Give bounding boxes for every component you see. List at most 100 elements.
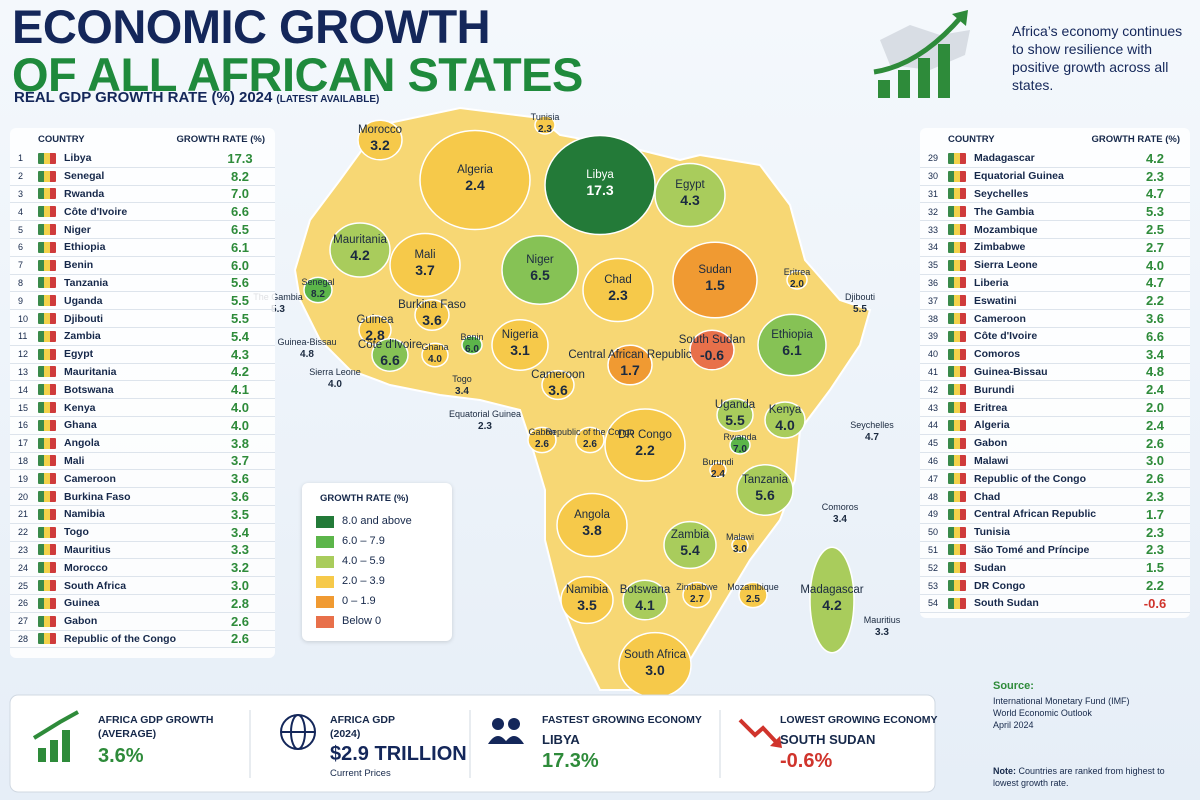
country-region <box>729 435 751 455</box>
country-region <box>556 492 628 558</box>
table-row: 6 Ethiopia 6.1 <box>10 239 275 257</box>
kpi: AFRICA GDP GROWTH (AVERAGE) 3.6% <box>98 695 298 790</box>
country: Botswana <box>64 383 114 396</box>
region-value: 2.6 <box>535 439 549 450</box>
country: Republic of the Congo <box>974 472 1086 485</box>
table-row: 40 Comoros 3.4 <box>920 346 1190 364</box>
legend-swatch <box>316 616 334 628</box>
table-row: 30 Equatorial Guinea 2.3 <box>920 168 1190 186</box>
title: OF ALL AFRICAN STATES <box>12 48 583 101</box>
legend-swatch <box>316 556 334 568</box>
table-row: 21 Namibia 3.5 <box>10 506 275 524</box>
kpi-label: FASTEST GROWING ECONOMY <box>542 714 702 726</box>
flag <box>948 152 966 164</box>
region-value: 4.0 <box>428 354 442 365</box>
region-value: 3.6 <box>548 382 568 398</box>
growth-rate: 2.5 <box>1145 222 1165 238</box>
growth-rate: 3.0 <box>1145 453 1165 469</box>
rank: 18 <box>18 455 29 466</box>
growth-rate: 3.4 <box>230 524 250 540</box>
legend-swatch <box>316 576 334 588</box>
rank: 32 <box>928 206 939 217</box>
legend-swatch <box>316 596 334 608</box>
country: Comoros <box>974 348 1021 361</box>
country-region <box>329 222 391 278</box>
region-name: Tunisia <box>531 112 560 122</box>
rank: 41 <box>928 366 939 377</box>
flag <box>38 615 56 627</box>
rank: 49 <box>928 509 939 520</box>
country: Djibouti <box>64 312 104 325</box>
flag <box>38 152 56 164</box>
rank: 26 <box>18 598 29 609</box>
country-region <box>582 257 654 323</box>
table-row: 50 Tunisia 2.3 <box>920 524 1190 542</box>
kpi-icon-people <box>488 718 524 744</box>
column-header: COUNTRY <box>948 134 995 145</box>
table-row: 35 Sierra Leone 4.0 <box>920 257 1190 275</box>
region-value: 1.5 <box>705 277 725 293</box>
region-name: Djibouti <box>845 292 875 302</box>
rank: 47 <box>928 473 939 484</box>
growth-rate: 4.7 <box>1145 275 1165 291</box>
rank: 33 <box>928 224 939 235</box>
kpi-icon-decline <box>738 718 782 748</box>
growth-rate: 3.6 <box>230 471 250 487</box>
flag <box>38 508 56 520</box>
growth-rate: 4.2 <box>230 364 250 380</box>
note-label: Note: <box>993 766 1016 776</box>
flag <box>948 188 966 200</box>
region-name: Senegal <box>301 277 334 287</box>
rank: 13 <box>18 366 29 377</box>
region-value: 6.6 <box>380 352 400 368</box>
flag <box>38 348 56 360</box>
region-name: Namibia <box>566 584 609 596</box>
kpi-icon-growth <box>32 710 79 762</box>
table-row: 7 Benin 6.0 <box>10 257 275 275</box>
region-name: Kenya <box>769 404 802 416</box>
region-name: Botswana <box>620 584 671 596</box>
growth-rate: 5.3 <box>1145 204 1165 220</box>
table-row: 29 Madagascar 4.2 <box>920 150 1190 168</box>
flag <box>948 330 966 342</box>
region-name: Republic of the Congo <box>545 427 634 437</box>
legend-label: 2.0 – 3.9 <box>342 575 385 587</box>
table-row: 45 Gabon 2.6 <box>920 435 1190 453</box>
country-region <box>731 537 749 553</box>
flag <box>948 241 966 253</box>
region-name: Mali <box>414 249 435 261</box>
table-row: 22 Togo 3.4 <box>10 524 275 542</box>
kpi-name: LIBYA <box>542 732 580 747</box>
table-row: 36 Liberia 4.7 <box>920 275 1190 293</box>
country: Sierra Leone <box>974 259 1038 272</box>
table-row: 16 Ghana 4.0 <box>10 417 275 435</box>
flag <box>38 437 56 449</box>
growth-rate: 4.0 <box>230 400 250 416</box>
table-row: 18 Mali 3.7 <box>10 453 275 471</box>
source-line: World Economic Outlook <box>993 708 1092 718</box>
region-name: Morocco <box>358 124 402 136</box>
rank: 48 <box>928 491 939 502</box>
country-region <box>414 298 450 332</box>
table-row: 49 Central African Republic 1.7 <box>920 506 1190 524</box>
country-region <box>575 426 605 454</box>
country-region <box>709 462 727 478</box>
flag <box>38 526 56 538</box>
table-row: 37 Eswatini 2.2 <box>920 292 1190 311</box>
country: Namibia <box>64 508 105 521</box>
rank: 12 <box>18 349 29 360</box>
region-name: Central African Republic <box>568 349 692 361</box>
region-name: Seychelles <box>850 420 894 430</box>
country: Zimbabwe <box>974 241 1026 254</box>
region-name: Zimbabwe <box>676 582 718 592</box>
country: Tunisia <box>974 526 1010 539</box>
country: The Gambia <box>974 205 1035 218</box>
flag <box>948 224 966 236</box>
region-name: Libya <box>586 169 614 181</box>
flag <box>38 206 56 218</box>
region-value: 2.2 <box>635 442 655 458</box>
country: Benin <box>64 259 94 272</box>
table-row: 39 Côte d'Ivoire 6.6 <box>920 328 1190 346</box>
region-name: Gabon <box>528 427 555 437</box>
region-value: 5.3 <box>271 304 285 315</box>
